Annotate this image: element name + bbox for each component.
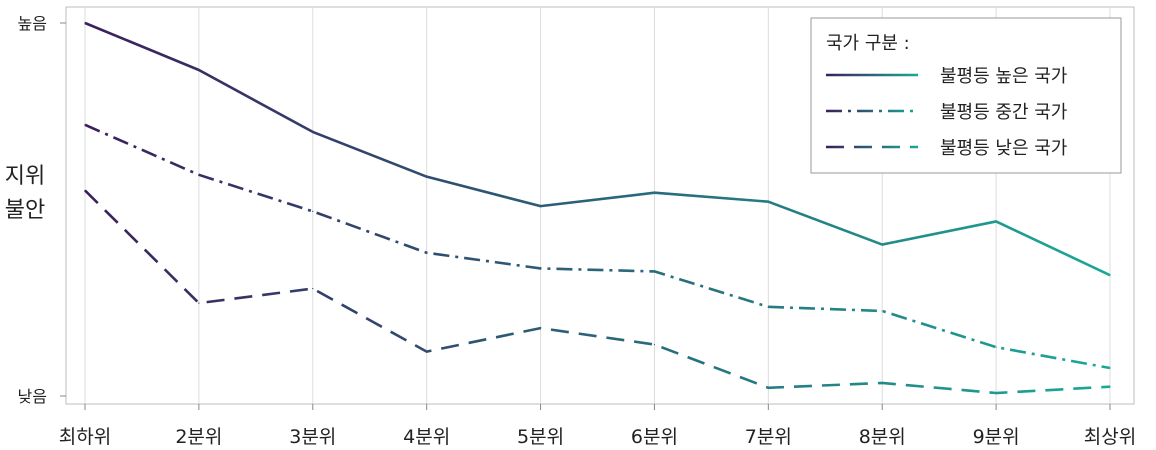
data-point: [653, 192, 656, 194]
legend-item-label: 불평등 높은 국가: [940, 66, 1067, 87]
data-point: [312, 287, 314, 290]
data-point: [767, 306, 769, 308]
data-point: [1109, 274, 1111, 276]
data-point: [995, 392, 997, 394]
x-tick-label: 4분위: [403, 426, 450, 448]
data-point: [1109, 367, 1111, 369]
plot-frame: [65, 6, 1135, 405]
legend-item-label: 불평등 중간 국가: [940, 102, 1067, 123]
data-point: [198, 69, 200, 71]
x-tick-label: 최상위: [1084, 426, 1136, 448]
data-point: [84, 189, 86, 192]
x-tick-label: 6분위: [631, 426, 678, 448]
data-point: [84, 124, 86, 126]
data-point: [767, 387, 769, 389]
x-tick-label: 3분위: [289, 426, 336, 448]
x-tick-label: 9분위: [973, 426, 1020, 448]
y-tick-label: 높음: [18, 14, 47, 33]
data-point: [312, 131, 314, 133]
x-tick-label: 2분위: [175, 426, 222, 448]
data-point: [426, 176, 428, 178]
data-point: [539, 205, 542, 207]
legend-item-label: 불평등 낮은 국가: [940, 138, 1067, 159]
data-point: [1109, 386, 1111, 388]
x-tick-label: 최하위: [59, 426, 111, 448]
x-axis: 최하위 2분위 3분위 4분위 5분위 6분위 7분위 8분위 9분위 최상위: [59, 404, 1136, 448]
y-tick-label: 낮음: [18, 387, 47, 406]
legend-title: 국가 구분 :: [826, 33, 910, 54]
data-point: [881, 310, 883, 312]
data-point: [312, 210, 314, 212]
data-point: [881, 382, 883, 384]
data-point: [426, 252, 428, 254]
series-line-1: [84, 21, 1111, 277]
data-point: [84, 22, 86, 24]
x-tick-label: 7분위: [745, 426, 792, 448]
x-tick-label: 5분위: [517, 426, 564, 448]
series-layer: [84, 21, 1111, 395]
data-point: [198, 174, 200, 176]
data-point: [881, 243, 883, 246]
data-point: [767, 201, 769, 203]
x-tick-label: 8분위: [859, 426, 906, 448]
data-point: [198, 302, 200, 304]
data-point: [539, 327, 542, 329]
data-point: [653, 270, 656, 273]
data-point: [653, 343, 656, 346]
data-point: [995, 220, 997, 223]
series-line-3: [84, 189, 1111, 395]
series-line-2: [84, 123, 1111, 370]
data-point: [426, 351, 428, 353]
data-point: [995, 346, 997, 348]
data-point: [539, 267, 542, 270]
y-axis-label: 지위 불안: [5, 164, 45, 223]
